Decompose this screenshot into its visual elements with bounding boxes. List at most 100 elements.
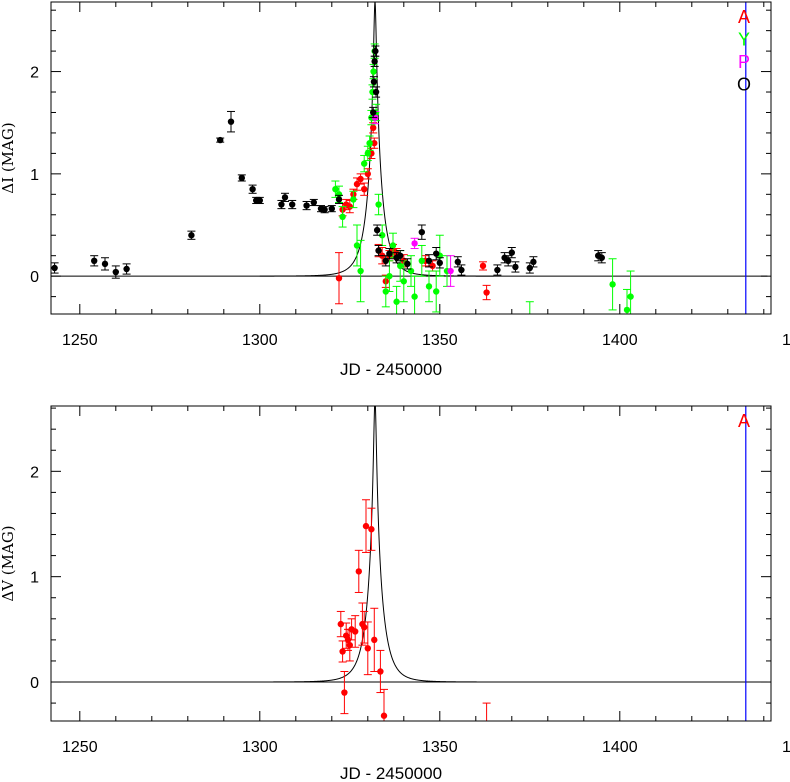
panel-2: 1250 1300 1350 1400 1450 0 1 2 JD - 2450000 ΔV (M… xyxy=(0,405,790,782)
data-point xyxy=(357,175,364,183)
data-point xyxy=(335,191,343,198)
y-tick-label: 0 xyxy=(30,675,39,692)
x-tick-label: 1450 xyxy=(782,332,790,349)
data-point xyxy=(370,78,378,85)
data-point xyxy=(51,264,58,272)
x-tick-label: 1250 xyxy=(62,332,98,349)
data-point xyxy=(364,645,371,652)
data-point xyxy=(627,293,634,300)
data-point xyxy=(372,88,380,96)
data-point xyxy=(433,250,440,257)
data-point xyxy=(393,298,400,305)
data-point xyxy=(623,306,631,314)
data-point xyxy=(91,257,98,265)
data-point xyxy=(483,726,489,732)
data-point xyxy=(335,274,343,282)
data-point xyxy=(386,250,393,257)
data-point xyxy=(289,201,296,208)
data-point xyxy=(598,254,605,261)
x-axis-label: JD - 2450000 xyxy=(340,764,442,782)
data-point xyxy=(355,568,362,575)
data-point xyxy=(332,186,339,193)
data-point xyxy=(123,265,130,273)
data-point xyxy=(227,118,235,125)
data-point xyxy=(353,242,361,249)
series-P xyxy=(371,110,455,287)
data-point xyxy=(404,260,411,268)
data-point xyxy=(278,201,285,208)
data-point xyxy=(366,139,373,147)
data-point xyxy=(425,257,433,265)
data-point xyxy=(350,196,357,203)
data-point xyxy=(328,205,335,212)
x-tick-label: 1250 xyxy=(62,739,98,756)
data-point xyxy=(377,668,384,675)
data-point xyxy=(458,266,465,274)
data-point xyxy=(361,186,368,193)
data-point xyxy=(494,266,501,274)
data-point xyxy=(447,267,454,275)
panel-1: 1250 1300 1350 1400 1450 0 1 2 JD - 2450000 ΔI (M… xyxy=(0,1,790,379)
data-point xyxy=(371,139,378,147)
data-point xyxy=(371,636,378,644)
legend-entry-A: A xyxy=(738,7,750,27)
data-point xyxy=(418,228,425,236)
data-point xyxy=(375,201,382,208)
series-O xyxy=(51,45,606,279)
x-tick-label: 1400 xyxy=(602,332,638,349)
data-point xyxy=(361,160,368,167)
data-point xyxy=(217,136,224,144)
data-point xyxy=(527,319,533,325)
data-point xyxy=(310,199,317,206)
data-point xyxy=(249,186,256,193)
data-point xyxy=(429,262,436,270)
x-axis-label: JD - 2450000 xyxy=(340,360,442,379)
data-point xyxy=(380,712,388,719)
data-point xyxy=(372,47,379,55)
data-point xyxy=(433,288,440,295)
legend-entry-P: P xyxy=(738,52,750,72)
y-tick-label: 1 xyxy=(30,570,39,587)
data-point xyxy=(341,689,348,696)
series-A xyxy=(336,499,491,732)
data-point xyxy=(346,203,353,210)
data-point xyxy=(373,226,381,234)
data-point xyxy=(397,252,404,259)
data-point xyxy=(454,258,461,266)
data-point xyxy=(346,641,353,649)
series-Y xyxy=(331,43,635,325)
data-point xyxy=(188,232,195,239)
data-point xyxy=(508,249,515,256)
data-point xyxy=(361,624,368,631)
model-curve xyxy=(259,406,494,683)
x-tick-label: 1350 xyxy=(422,739,458,756)
data-point xyxy=(400,278,407,285)
data-point xyxy=(256,197,263,204)
data-point xyxy=(362,522,370,530)
legend-entry-A: A xyxy=(738,411,750,431)
data-point xyxy=(339,648,346,655)
data-point xyxy=(281,194,289,201)
x-tick-label: 1400 xyxy=(602,739,638,756)
y-tick-label: 2 xyxy=(30,65,39,82)
data-point xyxy=(609,281,616,288)
data-point xyxy=(512,263,519,271)
y-axis-label: ΔI (MAG) xyxy=(0,122,17,193)
data-point xyxy=(436,259,443,267)
x-tick-label: 1300 xyxy=(242,332,278,349)
legend-entry-Y: Y xyxy=(738,30,750,50)
data-point xyxy=(386,272,393,280)
y-axis-label: ΔV (MAG) xyxy=(0,525,17,601)
y-tick-label: 1 xyxy=(30,167,39,184)
data-point xyxy=(389,242,397,249)
x-tick-label: 1300 xyxy=(242,739,278,756)
data-point xyxy=(530,258,537,266)
data-point xyxy=(339,213,346,221)
data-point xyxy=(368,526,375,533)
data-point xyxy=(238,174,245,182)
data-point xyxy=(112,268,120,276)
data-point xyxy=(370,109,377,116)
plot-area xyxy=(51,2,768,325)
data-point xyxy=(321,206,328,213)
